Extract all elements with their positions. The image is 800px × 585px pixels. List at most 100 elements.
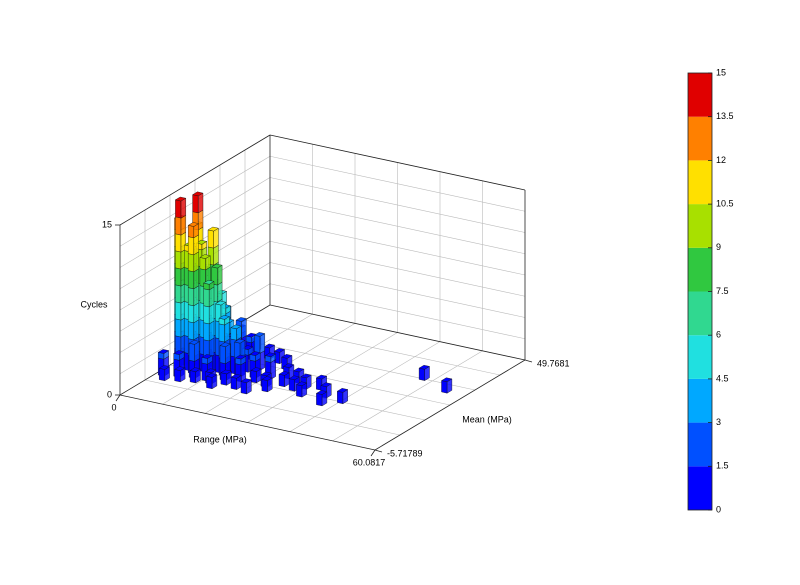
bar — [174, 196, 187, 372]
bar-top — [250, 367, 262, 372]
z-tick-label: 15 — [102, 219, 112, 229]
bar-face — [187, 236, 195, 256]
wall-grid-line — [269, 155, 526, 212]
bar-face — [250, 370, 257, 384]
bar-face — [199, 257, 206, 271]
wall-grid-line — [269, 262, 526, 318]
bar-face — [187, 321, 195, 341]
bar-side — [208, 320, 215, 342]
bar-top — [253, 332, 266, 337]
bar-side — [180, 197, 187, 219]
bar-face — [230, 376, 237, 390]
bar-side — [193, 268, 199, 290]
colorbar-band — [688, 291, 712, 336]
bar-top — [315, 390, 328, 395]
bar-side — [259, 350, 265, 371]
colorbar-tick-label: 13.5 — [716, 111, 734, 121]
bar-face — [188, 342, 195, 362]
bar — [250, 367, 262, 384]
bar-side — [193, 285, 199, 307]
bar-top — [192, 191, 204, 197]
bar-top — [211, 263, 223, 269]
colorbar-band — [688, 73, 712, 117]
bar-top — [234, 354, 247, 360]
bar-top — [203, 279, 215, 285]
bar-top — [214, 300, 227, 306]
z-axis-label: Cycles — [80, 299, 108, 309]
bar-top — [315, 374, 328, 380]
y-axis-label: Mean (MPa) — [462, 414, 512, 424]
bar-top — [187, 222, 200, 227]
bar — [158, 365, 171, 382]
bar-top — [195, 239, 208, 245]
colorbar-tick-label: 4.5 — [716, 373, 729, 383]
bar-top — [189, 367, 202, 372]
bar-side — [217, 264, 223, 286]
bar-side — [193, 234, 199, 256]
colorbar-band — [688, 422, 712, 467]
bar — [336, 388, 349, 405]
bar-side — [241, 318, 247, 339]
x-axis-label: Range (MPa) — [193, 434, 247, 444]
colorbar-tick-label: 7.5 — [716, 286, 729, 296]
bar-face — [254, 334, 261, 354]
colorbar-tick-label: 6 — [716, 330, 721, 340]
x-axis-line — [119, 394, 376, 451]
bar-face — [230, 327, 237, 341]
colorbar-band — [688, 204, 712, 248]
box-edge — [269, 304, 526, 361]
bar-top — [292, 367, 305, 373]
bar-side — [193, 251, 199, 273]
colorbar-tick-label: 3 — [716, 417, 721, 427]
y-tick — [524, 359, 533, 363]
bar-top — [218, 315, 230, 320]
bar-face — [192, 194, 199, 214]
bar-face — [220, 372, 227, 386]
bar-side — [259, 333, 265, 354]
bar-top — [174, 366, 186, 371]
bar-face — [337, 390, 344, 405]
box-edge — [269, 134, 526, 191]
bar-top — [278, 371, 290, 376]
bar-side — [217, 281, 223, 303]
bar — [295, 381, 308, 398]
bar-side — [197, 192, 204, 214]
bar-face — [158, 367, 166, 382]
bar — [278, 371, 290, 388]
bar-face — [189, 370, 196, 384]
bar-top — [249, 351, 261, 356]
bar-face — [175, 199, 182, 219]
bar-side — [270, 359, 276, 380]
bar-face — [175, 233, 182, 253]
box-edge — [119, 134, 271, 226]
colorbar-band — [688, 335, 712, 379]
colorbar-tick-label: 10.5 — [716, 198, 734, 208]
bar-face — [288, 378, 295, 392]
bar-top — [173, 350, 185, 355]
y-tick-label: -5.71789 — [387, 448, 423, 458]
bar-side — [193, 302, 199, 324]
colorbar-tick-label: 9 — [716, 242, 721, 252]
bar-top — [336, 388, 349, 393]
bar-top — [440, 377, 453, 383]
z-tick-label: 0 — [107, 389, 112, 399]
wall-grid-line — [269, 177, 526, 233]
bar-side — [213, 227, 219, 249]
bar-top — [240, 378, 252, 383]
bar-top — [300, 373, 312, 379]
bar — [315, 390, 328, 407]
bar-face — [207, 229, 214, 249]
bar — [174, 366, 186, 383]
bar-top — [320, 382, 332, 387]
bar-top — [230, 373, 242, 379]
bar-face — [219, 345, 226, 364]
bar — [188, 340, 201, 379]
bar-face — [316, 393, 323, 407]
bar-top — [418, 364, 431, 370]
bar — [220, 369, 232, 386]
bar-top — [188, 340, 201, 345]
bar-face — [187, 253, 195, 273]
bar-top — [204, 368, 217, 374]
colorbar-band — [688, 378, 712, 423]
bar-face — [174, 369, 181, 383]
